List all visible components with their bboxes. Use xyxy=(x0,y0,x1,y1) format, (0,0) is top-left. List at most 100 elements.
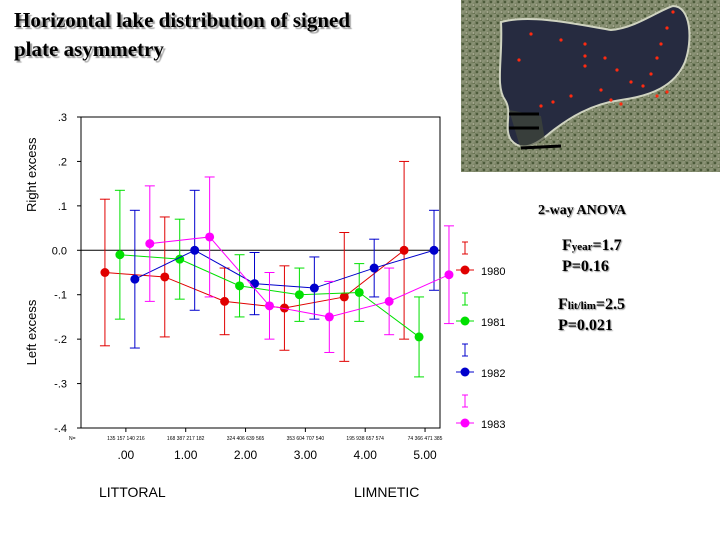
legend-label: 1981 xyxy=(481,317,505,329)
data-point xyxy=(399,245,409,255)
f-lim-prefix: F xyxy=(558,296,568,313)
plot-frame xyxy=(80,116,441,429)
x-tick-label: 4.00 xyxy=(354,448,378,462)
y-tick-label: -.1 xyxy=(54,290,67,302)
page-title: Horizontal lake distribution of signed p… xyxy=(14,6,350,64)
sampling-dot xyxy=(629,80,633,84)
sampling-dot xyxy=(619,102,623,106)
f-lim-subscript: lit/lim xyxy=(567,300,596,312)
data-point xyxy=(205,232,215,242)
data-point xyxy=(190,245,200,255)
n-prefix-label: N= xyxy=(69,436,76,442)
sampling-dot xyxy=(569,94,573,98)
y-axis-label-right-excess: Right excess xyxy=(24,137,39,212)
n-sample-label: 74 366 471 385 xyxy=(408,436,443,442)
data-point xyxy=(279,303,289,313)
series-1983 xyxy=(144,176,454,353)
legend-entry-1981: 1981 xyxy=(456,292,505,329)
data-point xyxy=(100,268,110,277)
legend-entry-1982: 1982 xyxy=(456,343,505,380)
n-sample-label: 135 157 140 216 xyxy=(107,436,145,442)
sampling-dot xyxy=(609,98,613,102)
data-point xyxy=(429,245,439,255)
sampling-dot xyxy=(551,100,555,104)
y-tick-label: 0.0 xyxy=(52,245,67,257)
sampling-dot xyxy=(659,42,663,46)
sampling-dot xyxy=(641,84,645,88)
data-point xyxy=(264,301,274,311)
peninsula xyxy=(509,110,545,150)
data-point xyxy=(339,292,349,302)
sampling-dot xyxy=(665,90,669,94)
data-point xyxy=(115,250,125,260)
lake-map-image xyxy=(461,0,720,172)
sampling-dots xyxy=(517,10,675,108)
series-line xyxy=(134,249,435,289)
data-point xyxy=(414,332,424,342)
data-point xyxy=(235,281,245,291)
series-1982 xyxy=(129,189,440,349)
sampling-dot xyxy=(583,64,587,68)
legend-marker xyxy=(460,265,470,275)
data-point xyxy=(145,239,155,249)
legend-label: 1983 xyxy=(481,419,505,431)
p-lim-stat: P=0.021 xyxy=(558,317,613,334)
x-tick-label: 5.00 xyxy=(413,448,437,462)
n-sample-label: 168 387 217 182 xyxy=(167,436,205,442)
p-year-stat: P=0.16 xyxy=(562,258,609,275)
data-point xyxy=(324,312,334,322)
sampling-dot xyxy=(583,54,587,58)
data-point xyxy=(130,274,140,284)
data-point xyxy=(160,272,170,282)
y-tick-label: .1 xyxy=(58,201,67,213)
sampling-dot xyxy=(583,42,587,46)
x-tick-label: .00 xyxy=(118,448,135,462)
y-tick-label: .2 xyxy=(58,156,67,168)
legend-marker xyxy=(460,418,470,428)
y-tick-label: -.2 xyxy=(54,334,67,346)
data-point xyxy=(309,283,319,293)
sampling-dot xyxy=(559,38,563,42)
y-tick-label: -.4 xyxy=(54,423,67,435)
x-tick-label: 2.00 xyxy=(234,448,258,462)
series-1981 xyxy=(114,189,425,378)
f-year-stat: Fyear=1.7 xyxy=(562,237,622,255)
data-point xyxy=(384,296,394,306)
f-lim-stat: Flit/lim=2.5 xyxy=(558,296,625,314)
sampling-dot xyxy=(665,26,669,30)
y-tick-label: .3 xyxy=(58,112,67,124)
littoral-label: LITTORAL xyxy=(99,484,166,500)
legend-entry-1983: 1983 xyxy=(456,394,505,431)
sampling-dot xyxy=(655,56,659,60)
sampling-dot xyxy=(615,68,619,72)
limnetic-label: LIMNETIC xyxy=(354,484,420,500)
sampling-dot xyxy=(599,88,603,92)
sampling-dot xyxy=(517,58,521,62)
data-point xyxy=(250,279,260,289)
x-tick-label: 3.00 xyxy=(294,448,318,462)
data-point xyxy=(294,290,304,300)
transect-line-3 xyxy=(520,144,562,150)
sampling-dot xyxy=(529,32,533,36)
x-tick-label: 1.00 xyxy=(174,448,198,462)
data-point xyxy=(354,287,364,297)
n-sample-label: 353 604 707 540 xyxy=(287,436,325,442)
sampling-dot xyxy=(603,56,607,60)
sampling-dot xyxy=(539,104,543,108)
series-line xyxy=(149,236,450,318)
f-lim-value: =2.5 xyxy=(595,296,626,313)
sampling-dot xyxy=(655,94,659,98)
y-tick-label: -.3 xyxy=(54,379,67,391)
n-sample-label: 195 938 657 574 xyxy=(346,436,384,442)
f-year-prefix: F xyxy=(562,237,572,254)
data-point xyxy=(444,270,454,280)
sampling-dot xyxy=(649,72,653,76)
data-point xyxy=(369,263,379,273)
legend-entry-1980: 1980 xyxy=(456,241,505,278)
f-year-subscript: year xyxy=(571,241,593,253)
title-line-2: plate asymmetry xyxy=(14,37,164,61)
f-year-value: =1.7 xyxy=(592,237,622,254)
n-sample-label: 324 406 639 565 xyxy=(227,436,265,442)
legend-label: 1982 xyxy=(481,368,505,380)
